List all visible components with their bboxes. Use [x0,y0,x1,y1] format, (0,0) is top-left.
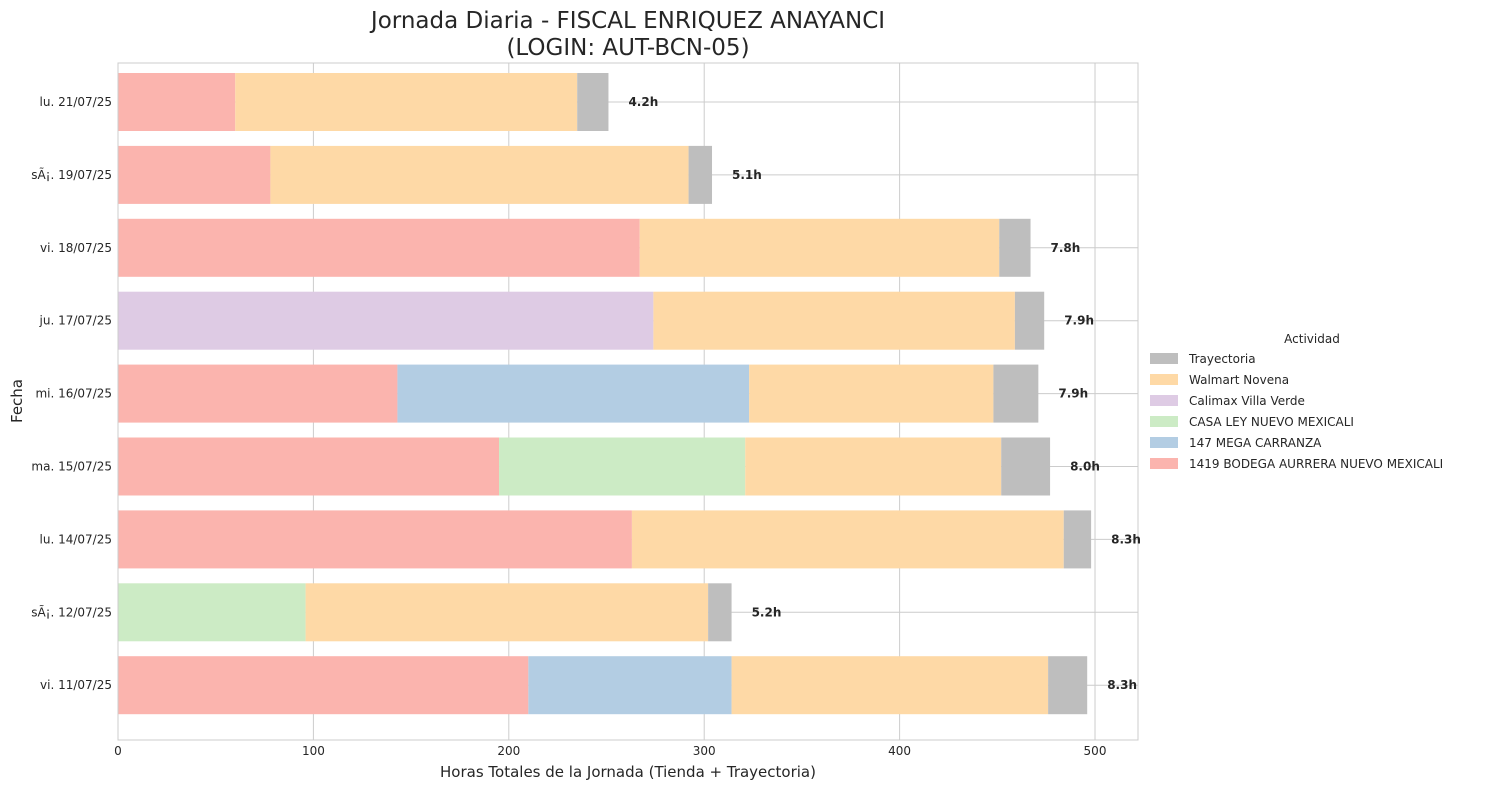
x-axis-ticks: 0 100 200 300 400 500 [114,744,1106,758]
bar-segment [118,364,398,423]
bar-segment [688,145,713,204]
bar-segment [708,583,732,642]
legend-swatch [1150,416,1178,427]
y-tick-label: lu. 21/07/25 [40,95,112,109]
x-tick-label: 0 [114,744,122,758]
x-tick-label: 200 [497,744,520,758]
total-hours-label: 8.3h [1111,532,1141,546]
legend-entry: 147 MEGA CARRANZA [1189,436,1322,450]
legend-swatch [1150,458,1178,469]
y-tick-label: mi. 16/07/25 [35,387,112,401]
y-axis-label: Fecha [8,379,26,423]
bar-segment [118,218,640,277]
total-hours-label: 7.9h [1058,387,1088,401]
bar-segment [118,437,500,496]
bars [118,73,1092,715]
bar-segment [1048,656,1088,715]
y-tick-label: sÃ¡. 19/07/25 [31,167,112,182]
total-hours-label: 8.3h [1107,678,1137,692]
y-tick-label: ju. 17/07/25 [39,314,112,328]
total-hours-label: 7.8h [1051,241,1081,255]
legend-entry: Walmart Novena [1189,373,1289,387]
legend-entry: Calimax Villa Verde [1189,394,1305,408]
y-tick-label: lu. 14/07/25 [40,532,112,546]
total-labels: 4.2h 5.1h 7.8h 7.9h 7.9h 8.0h 8.3h 5.2h 8.3h [628,95,1140,692]
bar-segment [397,364,750,423]
chart-title: Jornada Diaria - FISCAL ENRIQUEZ ANAYANC… [369,8,885,34]
y-axis-ticks: lu. 21/07/25 sÃ¡. 19/07/25 vi. 18/07/25 ju.… [31,95,112,692]
total-hours-label: 8.0h [1070,460,1100,474]
legend: Actividad Trayectoria Walmart Novena Calim… [1150,332,1443,471]
bar-segment [118,656,529,715]
y-tick-label: vi. 18/07/25 [40,241,112,255]
x-axis-label: Horas Totales de la Jornada (Tienda + Tr… [440,763,816,781]
chart-subtitle: (LOGIN: AUT-BCN-05) [506,35,749,61]
x-tick-label: 400 [888,744,911,758]
total-hours-label: 5.2h [752,605,782,619]
legend-swatch [1150,395,1178,406]
bar-segment [235,73,578,131]
y-tick-label: sÃ¡. 12/07/25 [31,604,112,619]
plot-frame [117,62,1139,741]
bar-segment [118,145,271,204]
legend-swatch [1150,353,1178,364]
legend-swatch [1150,374,1178,385]
bar-segment [118,73,236,131]
x-tick-label: 500 [1084,744,1107,758]
bar-segment [1014,291,1045,350]
bar-segment [528,656,732,715]
bar-segment [999,218,1031,277]
bar-segment [118,510,632,569]
bar-segment [118,291,654,350]
bar-segment [653,291,1015,350]
x-tick-label: 300 [693,744,716,758]
bar-segment [993,364,1039,423]
total-hours-label: 4.2h [628,95,658,109]
total-hours-label: 5.1h [732,168,762,182]
x-tick-label: 100 [302,744,325,758]
bar-segment [631,510,1064,569]
bar-segment [118,583,306,642]
y-tick-label: ma. 15/07/25 [31,460,112,474]
bar-segment [745,437,1002,496]
bar-segment [639,218,1000,277]
bar-segment [577,73,609,131]
bar-segment [270,145,689,204]
bar-segment [1001,437,1051,496]
legend-entry: 1419 BODEGA AURRERA NUEVO MEXICALI [1189,457,1443,471]
bar-segment [499,437,746,496]
bar-segment [1063,510,1092,569]
legend-entry: Trayectoria [1188,352,1256,366]
legend-title: Actividad [1284,332,1340,346]
bar-segment [749,364,994,423]
legend-entry: CASA LEY NUEVO MEXICALI [1189,415,1354,429]
legend-swatch [1150,437,1178,448]
y-tick-label: vi. 11/07/25 [40,678,112,692]
bar-segment [305,583,709,642]
bar-segment [731,656,1049,715]
total-hours-label: 7.9h [1064,314,1094,328]
